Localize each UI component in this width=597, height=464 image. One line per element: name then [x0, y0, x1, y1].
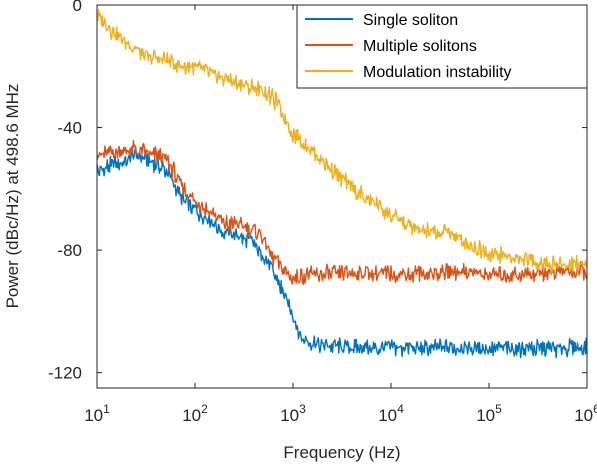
x-tick-base: 10: [280, 406, 299, 425]
y-tick-label: 0: [73, 0, 82, 15]
x-tick-label: 104: [378, 402, 404, 425]
y-tick-label: -40: [57, 119, 82, 138]
legend-label-2: Multiple solitons: [363, 38, 477, 55]
x-tick-label: 106: [574, 402, 597, 425]
x-tick-base: 10: [182, 406, 201, 425]
x-axis-label: Frequency (Hz): [283, 443, 400, 462]
x-tick-exponent: 3: [299, 402, 306, 416]
x-tick-base: 10: [476, 406, 495, 425]
legend-label-1: Single soliton: [363, 12, 458, 29]
x-axis: 101 102 103 104 105 106: [84, 5, 597, 425]
x-tick-label: 102: [182, 402, 208, 425]
legend-label-3: Modulation instability: [363, 64, 512, 81]
x-tick-exponent: 5: [495, 402, 502, 416]
y-axis-label: Power (dBc/Hz) at 498.6 MHz: [3, 84, 22, 309]
x-tick-base: 10: [84, 406, 103, 425]
x-tick-exponent: 6: [593, 402, 597, 416]
x-tick-label: 103: [280, 402, 306, 425]
x-tick-label: 105: [476, 402, 502, 425]
series-layer: [96, 8, 588, 359]
series-line-3: [96, 8, 588, 274]
series-line-1: [96, 146, 588, 359]
x-tick-exponent: 2: [201, 402, 208, 416]
legend: Single soliton Multiple solitons Modulatio…: [296, 4, 588, 89]
x-tick-exponent: 4: [397, 402, 404, 416]
series-line-2: [96, 139, 588, 285]
x-tick-label: 101: [84, 402, 110, 425]
y-axis: 0 -40 -80 -120: [48, 0, 587, 383]
x-tick-base: 10: [378, 406, 397, 425]
y-tick-label: -120: [48, 364, 82, 383]
x-tick-exponent: 1: [103, 402, 110, 416]
x-tick-base: 10: [574, 406, 593, 425]
y-tick-label: -80: [57, 241, 82, 260]
